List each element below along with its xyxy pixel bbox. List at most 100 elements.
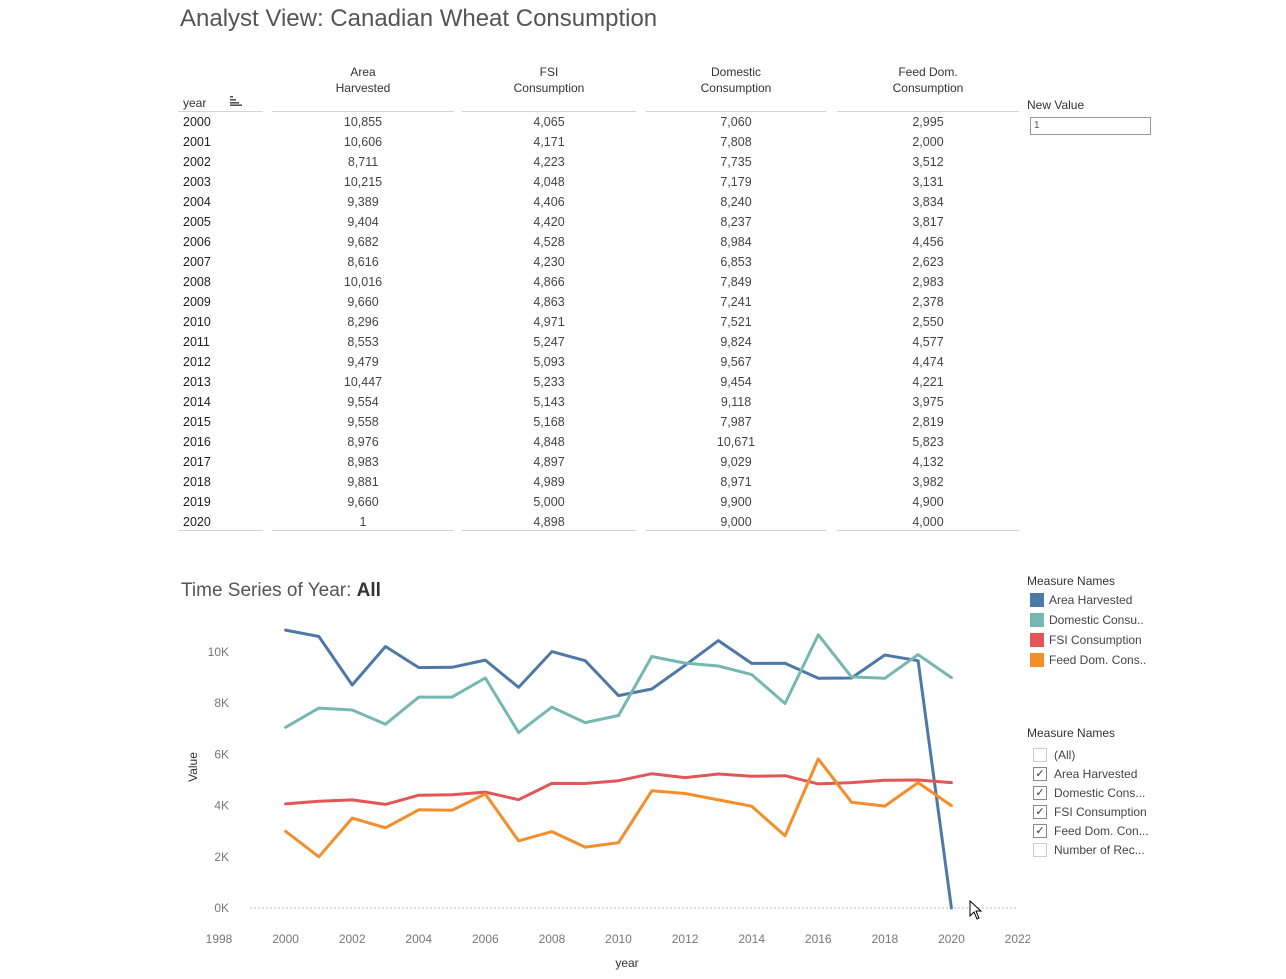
data-point[interactable]: [850, 781, 853, 784]
data-point[interactable]: [517, 731, 520, 734]
data-point[interactable]: [750, 775, 753, 778]
data-point[interactable]: [284, 726, 287, 729]
data-point[interactable]: [451, 666, 454, 669]
data-point[interactable]: [517, 686, 520, 689]
data-point[interactable]: [783, 662, 786, 665]
data-point[interactable]: [650, 688, 653, 691]
table-row[interactable]: 2010 8,296 4,971 7,521 2,550: [176, 312, 1026, 332]
data-point[interactable]: [317, 707, 320, 710]
column-header-fsi-consumption[interactable]: FSI Consumption: [462, 64, 636, 96]
data-point[interactable]: [317, 635, 320, 638]
data-point[interactable]: [917, 781, 920, 784]
table-row[interactable]: 2004 9,389 4,406 8,240 3,834: [176, 192, 1026, 212]
data-point[interactable]: [950, 804, 953, 807]
data-point[interactable]: [717, 773, 720, 776]
data-point[interactable]: [417, 794, 420, 797]
data-point[interactable]: [517, 798, 520, 801]
data-point[interactable]: [717, 639, 720, 642]
new-value-input[interactable]: 1: [1030, 117, 1151, 135]
data-point[interactable]: [617, 714, 620, 717]
column-header-domestic-consumption[interactable]: Domestic Consumption: [646, 64, 826, 96]
data-point[interactable]: [850, 801, 853, 804]
data-point[interactable]: [783, 774, 786, 777]
data-point[interactable]: [783, 834, 786, 837]
table-row[interactable]: 2016 8,976 4,848 10,671 5,823: [176, 432, 1026, 452]
data-point[interactable]: [317, 855, 320, 858]
checkbox-checked-icon[interactable]: ✓: [1033, 824, 1047, 838]
data-point[interactable]: [817, 757, 820, 760]
data-point[interactable]: [817, 782, 820, 785]
data-point[interactable]: [883, 654, 886, 657]
data-point[interactable]: [617, 694, 620, 697]
data-point[interactable]: [451, 809, 454, 812]
data-point[interactable]: [451, 696, 454, 699]
checkbox-checked-icon[interactable]: ✓: [1033, 767, 1047, 781]
data-point[interactable]: [717, 664, 720, 667]
checkbox-unchecked-icon[interactable]: [1033, 748, 1047, 762]
data-point[interactable]: [817, 633, 820, 636]
data-point[interactable]: [384, 723, 387, 726]
data-point[interactable]: [617, 841, 620, 844]
series-line-2[interactable]: [284, 772, 953, 806]
data-point[interactable]: [384, 645, 387, 648]
data-point[interactable]: [684, 662, 687, 665]
data-point[interactable]: [584, 721, 587, 724]
sort-icon[interactable]: [230, 96, 242, 106]
data-point[interactable]: [883, 779, 886, 782]
data-point[interactable]: [684, 776, 687, 779]
data-point[interactable]: [451, 793, 454, 796]
data-point[interactable]: [817, 677, 820, 680]
data-point[interactable]: [417, 808, 420, 811]
data-point[interactable]: [317, 800, 320, 803]
data-point[interactable]: [917, 659, 920, 662]
table-row[interactable]: 2001 10,606 4,171 7,808 2,000: [176, 132, 1026, 152]
data-point[interactable]: [750, 805, 753, 808]
data-point[interactable]: [917, 779, 920, 782]
table-row[interactable]: 2019 9,660 5,000 9,900 4,900: [176, 492, 1026, 512]
data-point[interactable]: [584, 659, 587, 662]
data-point[interactable]: [384, 826, 387, 829]
data-point[interactable]: [550, 830, 553, 833]
data-point[interactable]: [750, 662, 753, 665]
series-line-3[interactable]: [284, 757, 953, 859]
data-point[interactable]: [351, 708, 354, 711]
table-row[interactable]: 2012 9,479 5,093 9,567 4,474: [176, 352, 1026, 372]
data-point[interactable]: [384, 803, 387, 806]
data-point[interactable]: [783, 702, 786, 705]
data-point[interactable]: [584, 782, 587, 785]
data-point[interactable]: [617, 779, 620, 782]
data-point[interactable]: [351, 817, 354, 820]
table-row[interactable]: 2017 8,983 4,897 9,029 4,132: [176, 452, 1026, 472]
data-point[interactable]: [351, 683, 354, 686]
data-point[interactable]: [717, 798, 720, 801]
data-point[interactable]: [950, 906, 953, 909]
data-point[interactable]: [284, 629, 287, 632]
data-point[interactable]: [883, 677, 886, 680]
series-line-1[interactable]: [284, 633, 953, 735]
data-point[interactable]: [550, 706, 553, 709]
data-point[interactable]: [850, 675, 853, 678]
checkbox-checked-icon[interactable]: ✓: [1033, 786, 1047, 800]
data-point[interactable]: [550, 782, 553, 785]
data-point[interactable]: [417, 666, 420, 669]
data-point[interactable]: [417, 696, 420, 699]
table-row[interactable]: 2013 10,447 5,233 9,454 4,221: [176, 372, 1026, 392]
year-column-header[interactable]: year: [183, 96, 207, 110]
data-point[interactable]: [284, 802, 287, 805]
checkbox-unchecked-icon[interactable]: [1033, 843, 1047, 857]
data-point[interactable]: [684, 792, 687, 795]
column-header-feed-dom-consumption[interactable]: Feed Dom. Consumption: [837, 64, 1019, 96]
data-point[interactable]: [550, 650, 553, 653]
data-point[interactable]: [584, 846, 587, 849]
data-point[interactable]: [650, 772, 653, 775]
table-row[interactable]: 2020 1 4,898 9,000 4,000: [176, 512, 1026, 532]
data-point[interactable]: [917, 653, 920, 656]
data-point[interactable]: [484, 659, 487, 662]
data-point[interactable]: [484, 677, 487, 680]
table-row[interactable]: 2011 8,553 5,247 9,824 4,577: [176, 332, 1026, 352]
data-point[interactable]: [650, 655, 653, 658]
series-line-0[interactable]: [284, 628, 953, 910]
table-row[interactable]: 2003 10,215 4,048 7,179 3,131: [176, 172, 1026, 192]
table-row[interactable]: 2005 9,404 4,420 8,237 3,817: [176, 212, 1026, 232]
data-point[interactable]: [484, 792, 487, 795]
